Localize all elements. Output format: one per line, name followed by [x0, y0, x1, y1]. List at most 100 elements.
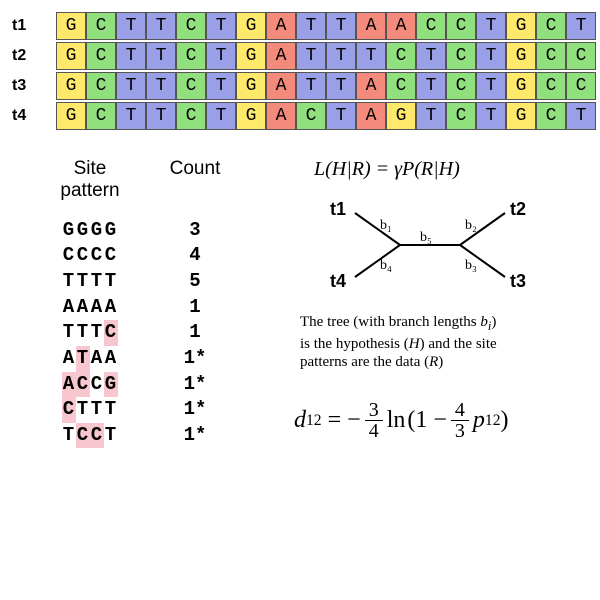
base-cell: G: [236, 12, 266, 40]
base-cell: G: [56, 72, 86, 100]
count-cell: 5: [150, 269, 240, 295]
base-cell: T: [476, 102, 506, 130]
base-cell: C: [536, 42, 566, 70]
svg-text:b₁: b₁: [380, 218, 392, 233]
base-cell: T: [146, 42, 176, 70]
svg-text:t1: t1: [330, 199, 346, 219]
count-cell: 1*: [150, 346, 240, 372]
header-count: Count: [150, 158, 240, 202]
base-cell: T: [356, 42, 386, 70]
base-cell: C: [536, 102, 566, 130]
table-row: AAAA1: [30, 295, 282, 321]
svg-text:b₃: b₃: [465, 258, 477, 273]
svg-text:t3: t3: [510, 271, 526, 291]
row-label: t4: [12, 102, 56, 130]
sequence-alignment: t1GCTTCTGATTAACCTGCTt2GCTTCTGATTTCTCTGCC…: [12, 12, 588, 130]
base-cell: C: [86, 42, 116, 70]
base-cell: T: [416, 42, 446, 70]
lower-panel: Sitepattern Count GGGG3CCCC4TTTT5AAAA1TT…: [12, 158, 588, 448]
count-cell: 1: [150, 295, 240, 321]
base-cell: A: [266, 72, 296, 100]
base-cell: T: [206, 102, 236, 130]
base-cell: G: [506, 42, 536, 70]
distance-equation: d12 = − 34 ln (1 − 43 p12 ): [294, 400, 588, 441]
base-cell: C: [296, 102, 326, 130]
base-cell: C: [176, 102, 206, 130]
count-cell: 1*: [150, 397, 240, 423]
base-cell: C: [86, 102, 116, 130]
pattern-cell: CTTT: [30, 397, 150, 423]
sequence-row: GCTTCTGATTAACCTGCT: [56, 12, 596, 40]
base-cell: C: [416, 12, 446, 40]
table-row: CCCC4: [30, 243, 282, 269]
base-cell: A: [266, 42, 296, 70]
base-cell: C: [86, 72, 116, 100]
base-cell: G: [506, 102, 536, 130]
base-cell: G: [236, 42, 266, 70]
base-cell: A: [386, 12, 416, 40]
base-cell: C: [386, 42, 416, 70]
base-cell: T: [476, 12, 506, 40]
base-cell: C: [536, 12, 566, 40]
base-cell: C: [176, 72, 206, 100]
base-cell: T: [116, 72, 146, 100]
pattern-cell: TTTC: [30, 320, 150, 346]
base-cell: G: [506, 72, 536, 100]
base-cell: A: [356, 102, 386, 130]
count-cell: 4: [150, 243, 240, 269]
base-cell: T: [116, 12, 146, 40]
table-row: ACCG1*: [30, 372, 282, 398]
table-row: ATAA1*: [30, 346, 282, 372]
base-cell: T: [566, 102, 596, 130]
base-cell: T: [326, 42, 356, 70]
base-cell: C: [446, 72, 476, 100]
pattern-cell: TCCT: [30, 423, 150, 449]
pattern-cell: ACCG: [30, 372, 150, 398]
header-site-pattern: Sitepattern: [30, 158, 150, 202]
base-cell: T: [146, 102, 176, 130]
base-cell: T: [206, 72, 236, 100]
svg-text:b₂: b₂: [465, 218, 477, 233]
base-cell: C: [446, 12, 476, 40]
base-cell: A: [356, 12, 386, 40]
svg-text:t2: t2: [510, 199, 526, 219]
base-cell: T: [146, 12, 176, 40]
base-cell: C: [566, 72, 596, 100]
table-row: CTTT1*: [30, 397, 282, 423]
count-cell: 3: [150, 218, 240, 244]
base-cell: A: [266, 12, 296, 40]
pattern-cell: TTTT: [30, 269, 150, 295]
svg-text:t4: t4: [330, 271, 346, 291]
base-cell: G: [236, 72, 266, 100]
base-cell: T: [296, 12, 326, 40]
base-cell: C: [446, 102, 476, 130]
base-cell: G: [56, 102, 86, 130]
base-cell: G: [506, 12, 536, 40]
base-cell: T: [416, 72, 446, 100]
base-cell: T: [116, 42, 146, 70]
base-cell: G: [56, 42, 86, 70]
row-label: t2: [12, 42, 56, 70]
count-cell: 1*: [150, 372, 240, 398]
base-cell: C: [176, 12, 206, 40]
base-cell: C: [176, 42, 206, 70]
phylogenetic-tree: t1 t2 t3 t4 b₁ b₂ b₃ b₄ b₅: [300, 195, 560, 305]
pattern-cell: ATAA: [30, 346, 150, 372]
base-cell: C: [86, 12, 116, 40]
tree-caption: The tree (with branch lengths bi)is the …: [300, 313, 584, 372]
base-cell: A: [356, 72, 386, 100]
count-cell: 1: [150, 320, 240, 346]
table-row: TTTT5: [30, 269, 282, 295]
base-cell: T: [326, 72, 356, 100]
sequence-row: GCTTCTGATTTCTCTGCC: [56, 42, 596, 70]
base-cell: C: [566, 42, 596, 70]
row-label: t1: [12, 12, 56, 40]
table-row: TCCT1*: [30, 423, 282, 449]
svg-text:b₅: b₅: [420, 230, 432, 245]
base-cell: G: [386, 102, 416, 130]
base-cell: T: [146, 72, 176, 100]
pattern-cell: GGGG: [30, 218, 150, 244]
base-cell: T: [476, 72, 506, 100]
svg-text:b₄: b₄: [380, 258, 392, 273]
pattern-cell: AAAA: [30, 295, 150, 321]
